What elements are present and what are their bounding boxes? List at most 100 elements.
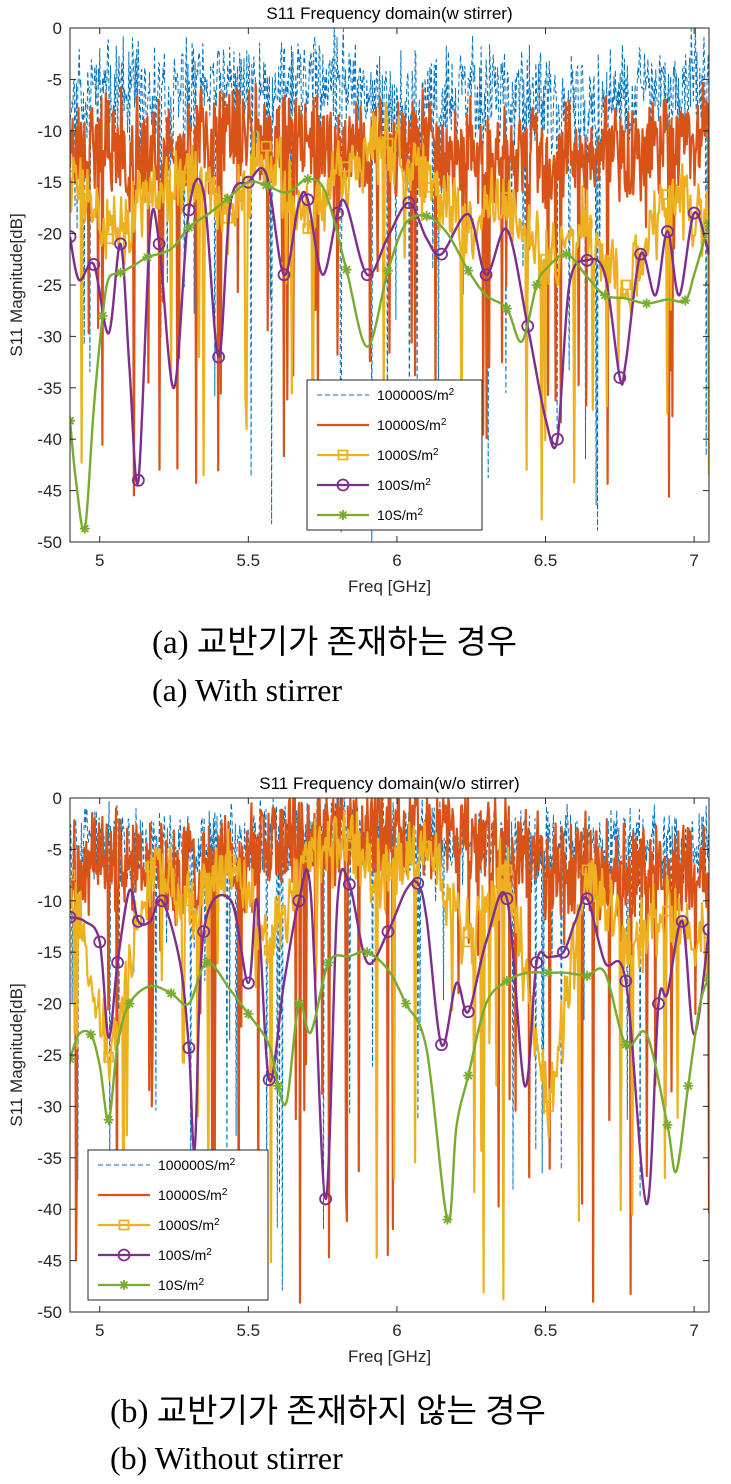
- series-10sm: [70, 947, 709, 1225]
- data-point-marker: [273, 1080, 284, 1091]
- y-axis-label: S11 Magnitude[dB]: [7, 213, 26, 356]
- data-point-marker: [183, 222, 194, 233]
- data-point-marker: [341, 264, 352, 275]
- data-point-marker: [97, 310, 108, 321]
- legend-marker: [118, 1219, 130, 1231]
- y-tick-label: -45: [37, 482, 62, 501]
- caption-a-korean: (a) 교반기가 존재하는 경우: [152, 625, 517, 661]
- data-point-marker: [581, 864, 593, 876]
- series-group: [70, 798, 709, 1304]
- data-point-marker: [111, 956, 124, 969]
- data-point-marker: [103, 1114, 114, 1125]
- series-10sm: [70, 174, 709, 534]
- data-point-marker: [383, 265, 394, 276]
- data-point-marker: [103, 233, 115, 245]
- series-line: [70, 811, 709, 1301]
- data-point-marker: [463, 1070, 474, 1081]
- data-point-marker: [152, 237, 166, 251]
- x-tick-label: 5: [95, 1321, 104, 1340]
- data-point-marker: [292, 894, 306, 908]
- data-point-marker: [382, 137, 394, 149]
- data-point-marker: [531, 280, 542, 290]
- data-point-marker: [302, 174, 313, 185]
- data-point-marker: [680, 295, 691, 306]
- legend-label: 1000S/m2: [158, 1217, 220, 1234]
- data-point-marker: [501, 975, 512, 986]
- legend-label: 10000S/m2: [158, 1187, 228, 1204]
- x-tick-label: 5.5: [237, 1321, 261, 1340]
- legend-label: 100S/m2: [377, 477, 431, 494]
- data-point-marker: [79, 523, 90, 534]
- legend-label: 100S/m2: [158, 1247, 212, 1264]
- data-point-marker: [661, 905, 673, 917]
- data-point-marker: [501, 303, 512, 314]
- data-point-marker: [582, 970, 593, 981]
- series-1000sm: [70, 811, 709, 1301]
- series-line: [70, 867, 709, 1206]
- series-100sm: [70, 867, 709, 1206]
- data-point-marker: [620, 941, 632, 953]
- data-point-marker: [124, 998, 135, 1009]
- data-point-marker: [87, 258, 101, 271]
- data-point-marker: [144, 861, 156, 873]
- caption-a-english: (a) With stirrer: [152, 672, 343, 708]
- data-point-marker: [302, 851, 314, 862]
- data-point-marker: [93, 935, 107, 949]
- y-tick-label: 0: [53, 19, 62, 38]
- data-point-marker: [341, 161, 352, 173]
- data-point-marker: [225, 854, 236, 866]
- data-point-marker: [652, 997, 665, 1011]
- data-point-marker: [421, 840, 433, 852]
- data-point-marker: [501, 192, 513, 204]
- y-tick-label: -50: [37, 1303, 62, 1322]
- data-point-marker: [660, 225, 674, 238]
- y-tick-label: -40: [37, 430, 62, 449]
- data-point-marker: [702, 923, 709, 936]
- data-point-marker: [323, 957, 334, 968]
- legend-marker: [337, 449, 349, 461]
- data-point-marker: [580, 892, 594, 906]
- data-point-marker: [262, 1073, 276, 1087]
- y-tick-label: -35: [37, 1149, 62, 1168]
- data-point-marker: [540, 253, 551, 265]
- y-tick-label: -30: [37, 327, 62, 346]
- caption-b-english: (b) Without stirrer: [110, 1440, 343, 1476]
- data-point-marker: [183, 895, 195, 907]
- data-point-marker: [581, 217, 593, 229]
- data-point-marker: [70, 161, 76, 173]
- legend: 100000S/m2 10000S/m2 1000S/m2 100S/m2 10S/m2: [306, 379, 483, 531]
- series-group: [70, 28, 709, 542]
- x-tick-label: 5.5: [237, 551, 261, 570]
- data-point-marker: [435, 247, 448, 261]
- legend-label: 1000S/m2: [377, 447, 439, 464]
- legend-marker: [117, 1248, 131, 1262]
- data-point-marker: [675, 914, 689, 928]
- data-point-marker: [301, 193, 315, 207]
- data-point-marker: [442, 1214, 453, 1225]
- data-point-marker: [662, 1119, 673, 1130]
- y-tick-label: -10: [37, 892, 62, 911]
- chart-title: S11 Frequency domain(w stirrer): [266, 4, 512, 23]
- data-point-marker: [551, 432, 564, 446]
- chart-without-stirrer: 0 -5 -10 -15 -20 -25 -30 -35 -40 -45 -50 5 5.5 6 6.5 7 S…: [7, 774, 710, 1366]
- data-point-marker: [261, 180, 272, 191]
- legend-label: 10S/m2: [158, 1277, 204, 1294]
- data-point-marker: [342, 877, 356, 891]
- data-point-marker: [530, 956, 544, 969]
- series-100sm: [70, 166, 709, 487]
- data-point-marker: [131, 473, 145, 487]
- data-point-marker: [556, 945, 570, 959]
- data-point-marker: [277, 268, 291, 282]
- y-tick-label: -5: [47, 840, 62, 859]
- y-tick-label: -45: [37, 1252, 62, 1271]
- data-point-marker: [131, 914, 145, 928]
- data-point-marker: [381, 925, 395, 939]
- y-tick-label: 0: [53, 789, 62, 808]
- y-tick-label: -20: [37, 995, 62, 1014]
- data-point-marker: [463, 265, 474, 276]
- data-point-marker: [70, 230, 77, 244]
- data-point-marker: [115, 267, 126, 278]
- legend-marker: [338, 510, 348, 520]
- data-point-marker: [85, 1029, 96, 1040]
- data-point-marker: [634, 247, 648, 261]
